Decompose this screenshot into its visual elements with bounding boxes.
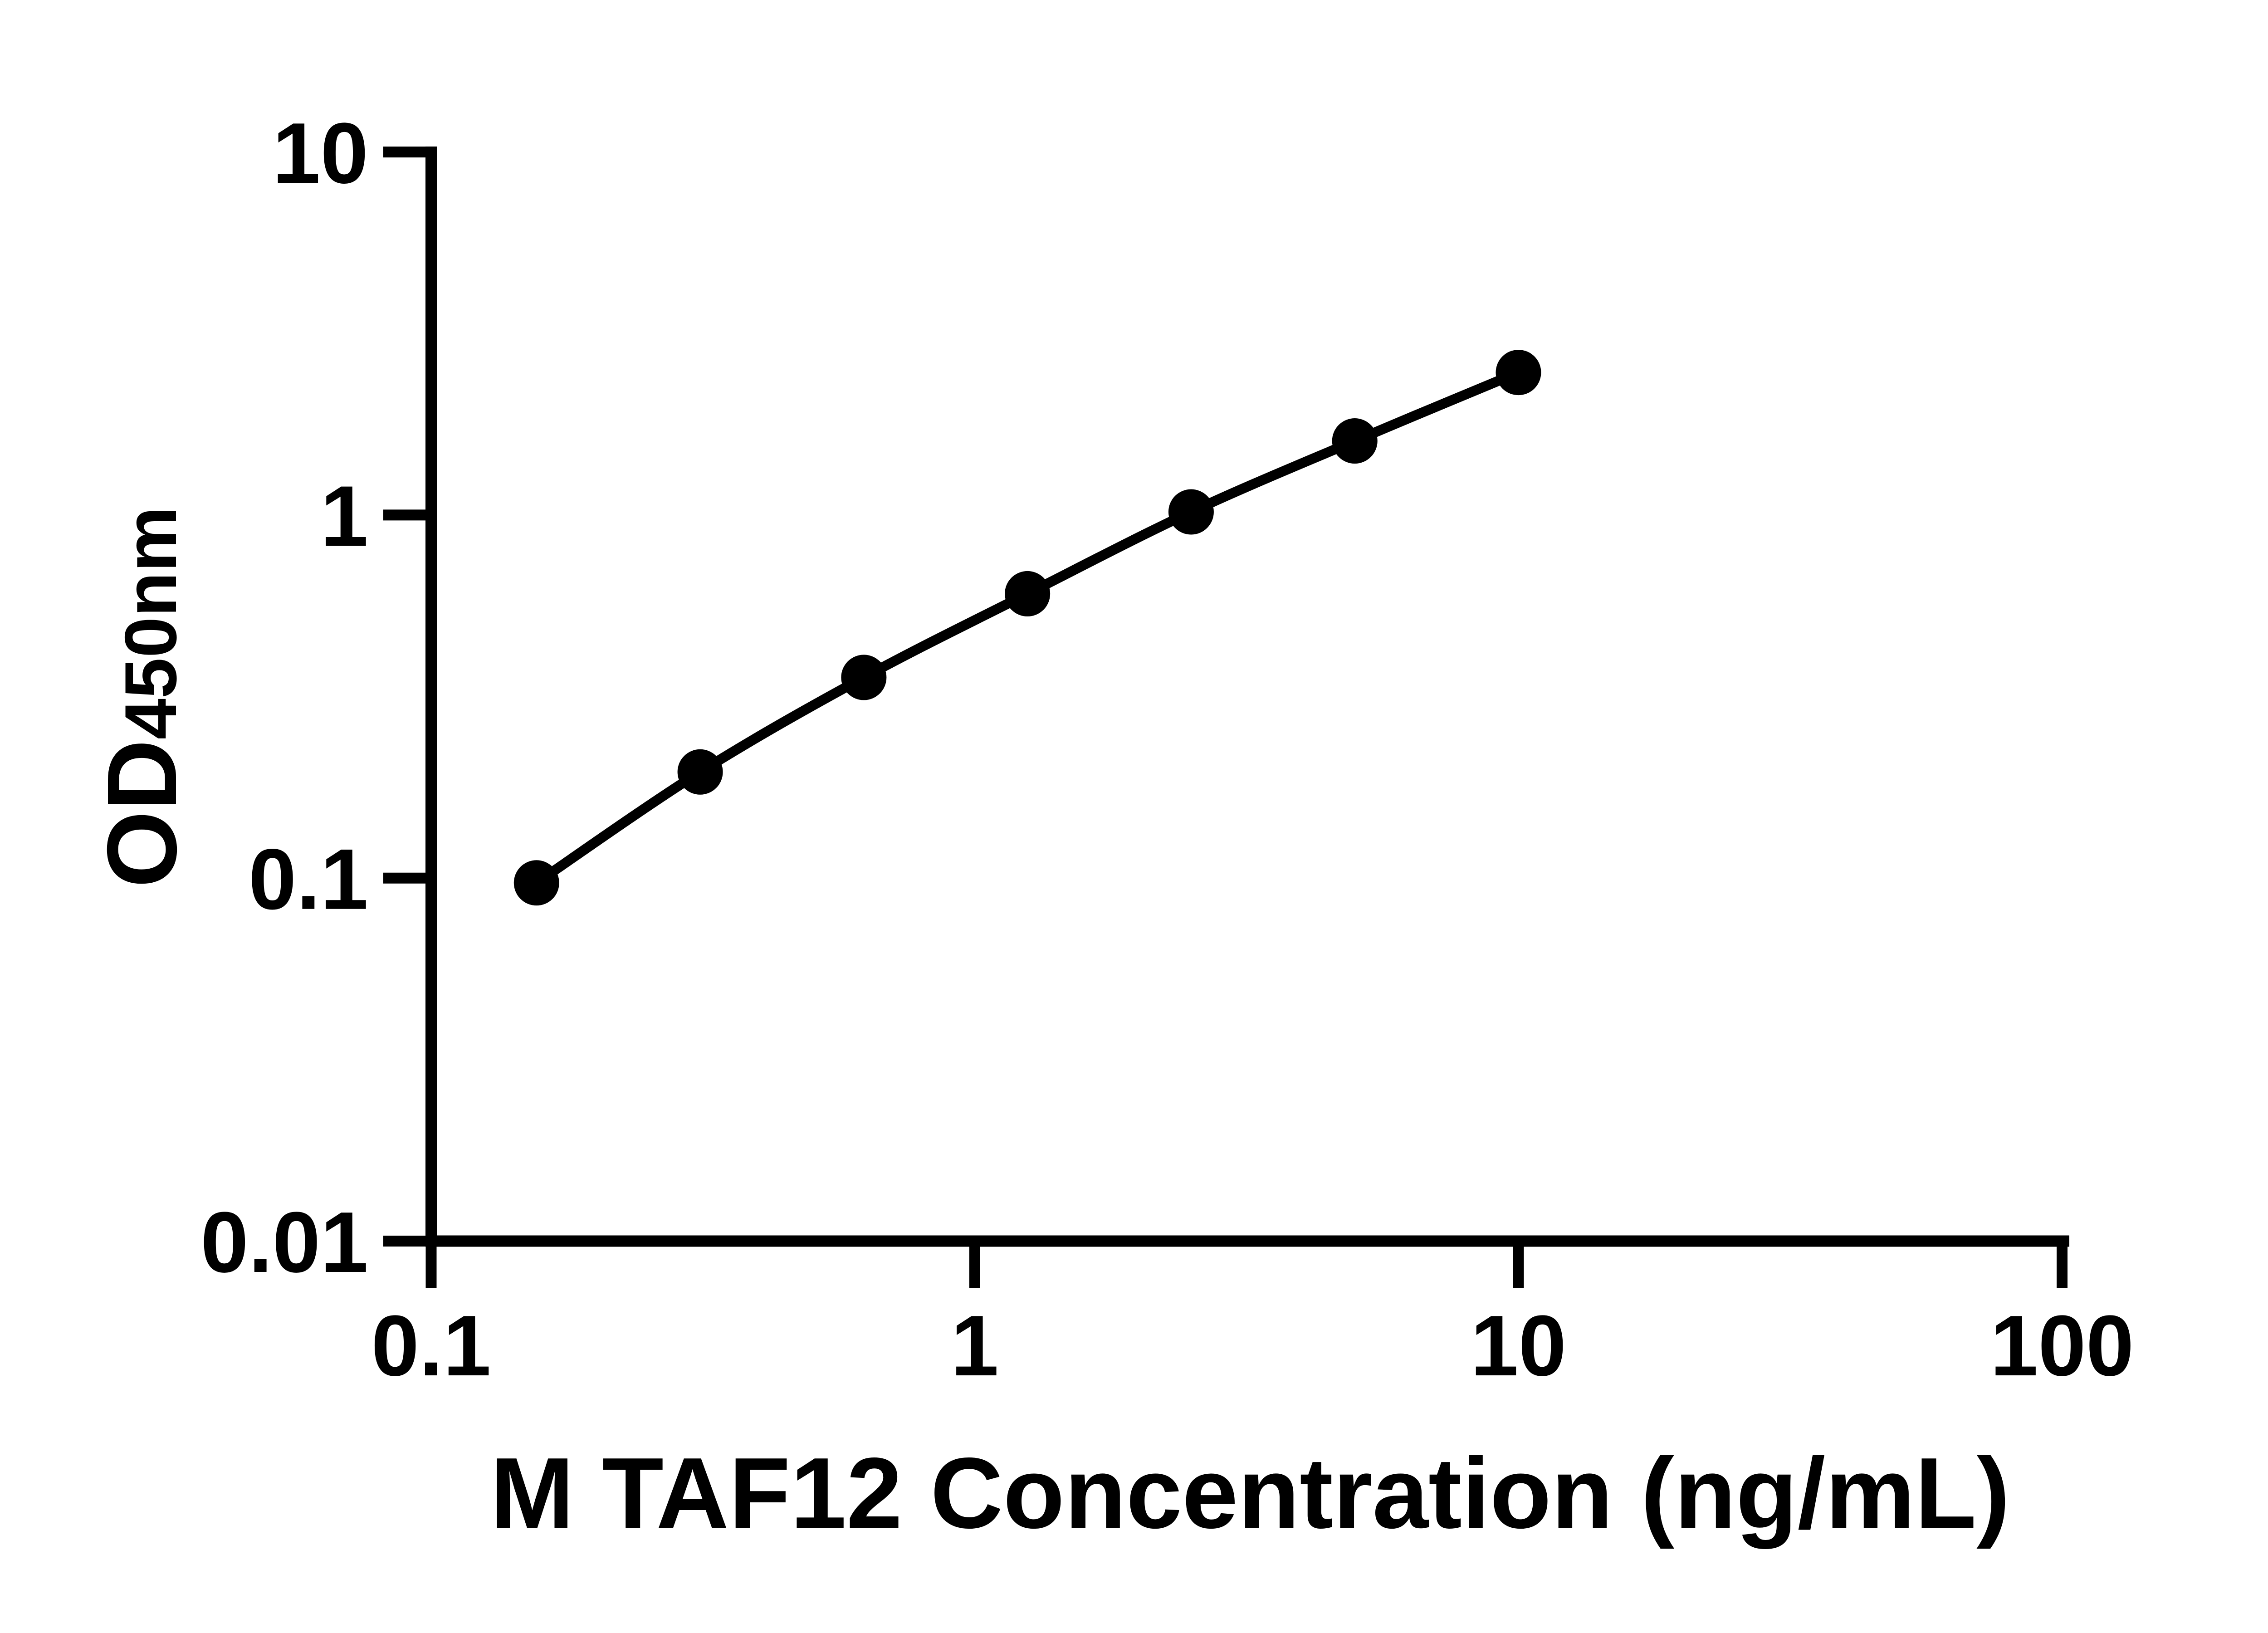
axes xyxy=(425,147,2069,1247)
y-tick-label: 10 xyxy=(273,105,368,201)
data-point xyxy=(1168,489,1214,535)
data-point xyxy=(1332,418,1378,464)
y-axis-ticks: 10 1 0.1 0.01 xyxy=(200,105,437,1291)
data-series xyxy=(513,350,1541,906)
x-axis-ticks: 0.1 1 10 100 xyxy=(371,1236,2134,1394)
y-axis-title: OD450nm xyxy=(87,507,197,888)
data-point xyxy=(513,860,559,906)
x-tick-label: 10 xyxy=(1471,1298,1566,1394)
data-point xyxy=(1005,571,1051,616)
y-tick-label: 1 xyxy=(320,468,368,564)
data-point xyxy=(841,655,887,700)
x-tick-label: 0.1 xyxy=(371,1298,491,1394)
x-axis-title: M TAF12 Concentration (ng/mL) xyxy=(490,1437,2010,1550)
data-point xyxy=(677,749,723,795)
data-point xyxy=(1496,350,1541,396)
y-tick-label: 0.1 xyxy=(249,831,368,928)
y-axis-title-subscript: 450nm xyxy=(110,507,192,739)
y-tick-label: 0.01 xyxy=(200,1194,368,1291)
y-axis-title-main: OD xyxy=(87,739,197,888)
x-tick-label: 100 xyxy=(1990,1298,2134,1394)
x-tick-label: 1 xyxy=(951,1298,999,1394)
